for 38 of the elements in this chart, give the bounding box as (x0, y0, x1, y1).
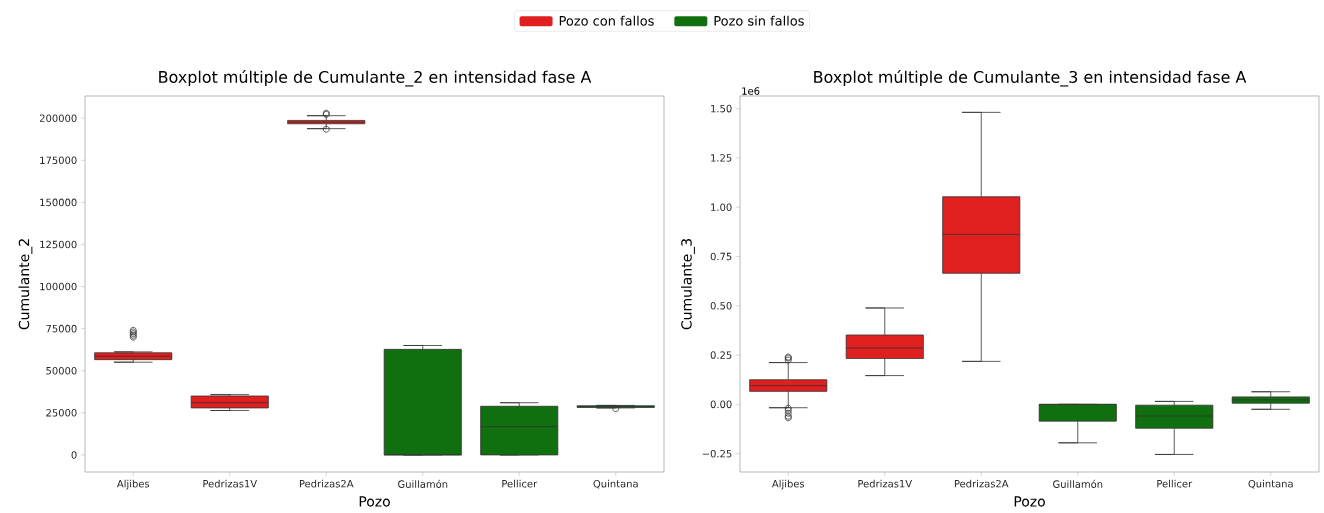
y-tick-label: 0.25 (710, 351, 732, 359)
legend-label: Pozo sin fallos (714, 15, 804, 26)
x-tick-label: Quintana (1248, 479, 1293, 489)
y-tick-label: 50000 (46, 366, 77, 375)
x-tick-label: Aljibes (771, 479, 805, 490)
y-tick-label: 0.00 (710, 400, 732, 409)
x-tick-label: Pellicer (502, 479, 538, 488)
y-tick-label: 0.50 (710, 302, 732, 310)
y-tick-label: 0 (71, 451, 77, 459)
x-axis-title: Pozo (359, 496, 390, 507)
x-tick-label: Pedrizas2A (299, 479, 354, 488)
x-tick-label: Pedrizas1V (203, 479, 257, 488)
y-tick-label: 25000 (46, 409, 77, 417)
x-tick-label: Quintana (593, 479, 638, 489)
y-tick-label: 175000 (40, 156, 77, 165)
y-tick-label: 150000 (40, 198, 77, 207)
y-tick-label: 125000 (40, 240, 77, 249)
y-axis-title: Cumulante_3 (680, 239, 695, 330)
y-tick-label: −0.25 (702, 449, 732, 458)
y-tick-label: 200000 (39, 114, 77, 122)
x-tick-label: Pedrizas1V (858, 479, 913, 488)
x-tick-label: Guillamón (1053, 479, 1103, 488)
legend-label: Pozo con fallos (559, 15, 654, 26)
y-axis-title: Cumulante_2 (18, 239, 33, 330)
text: 1e6 (742, 87, 760, 95)
x-tick-label: Pedrizas2A (954, 479, 1009, 488)
chart-title: Boxplot múltiple de Cumulante_3 en intensidad fase A (814, 69, 1247, 87)
x-tick-label: Guillamón (398, 479, 448, 488)
chart-title: Boxplot múltiple de Cumulante_2 en intensidad fase A (159, 69, 592, 87)
x-axis-title: Pozo (1014, 496, 1045, 507)
y-tick-label: 1.25 (711, 154, 732, 162)
y-tick-label: 100000 (40, 282, 77, 291)
x-tick-label: Pellicer (1157, 479, 1193, 488)
x-tick-label: Aljibes (116, 479, 150, 490)
y-tick-label: 75000 (46, 324, 77, 333)
y-tick-label: 1.50 (711, 104, 732, 113)
y-tick-label: 0.75 (710, 252, 732, 261)
y-tick-label: 1.00 (711, 203, 732, 211)
